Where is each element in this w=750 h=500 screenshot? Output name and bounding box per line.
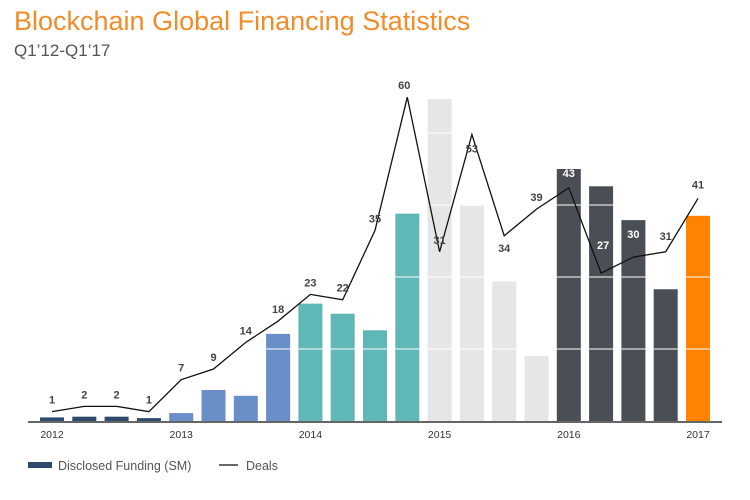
deals-line — [51, 97, 699, 413]
deals-data-label: 14 — [240, 325, 253, 337]
x-tick-label: 2015 — [428, 429, 452, 441]
deals-data-label: 35 — [369, 213, 381, 225]
funding-bar — [201, 390, 226, 421]
chart-title: Blockchain Global Financing Statistics — [14, 6, 471, 36]
funding-bar — [653, 289, 678, 421]
legend-funding-label: Disclosed Funding (SM) — [58, 459, 191, 473]
funding-bar — [104, 416, 129, 421]
funding-bar — [621, 220, 646, 421]
x-tick-label: 2012 — [40, 429, 64, 441]
deals-data-label: 53 — [466, 144, 478, 156]
funding-bar — [395, 213, 420, 421]
deals-data-label: 1 — [49, 395, 55, 407]
deals-data-label: 9 — [210, 352, 216, 364]
deals-data-label: 23 — [304, 277, 316, 289]
funding-bar — [556, 169, 581, 421]
funding-bar — [589, 186, 614, 421]
legend-funding-swatch — [28, 462, 52, 468]
deals-data-label: 34 — [498, 243, 511, 255]
deals-data-label: 30 — [627, 229, 639, 241]
x-tick-label: 2016 — [557, 429, 581, 441]
funding-bar — [298, 303, 323, 421]
deals-data-label: 22 — [337, 283, 349, 295]
deals-data-label: 41 — [692, 179, 704, 191]
funding-bar — [72, 416, 97, 421]
x-tick-label: 2017 — [686, 429, 710, 441]
funding-bar — [266, 333, 291, 421]
deals-data-label: 43 — [563, 168, 575, 180]
funding-bar — [459, 205, 484, 421]
deals-data-label: 1 — [146, 395, 152, 407]
funding-bar — [524, 356, 549, 421]
funding-bar — [136, 418, 161, 421]
deals-data-label: 7 — [178, 363, 184, 375]
deals-data-label: 31 — [660, 231, 672, 243]
funding-bar — [427, 99, 452, 421]
chart-subtitle: Q1’12-Q1’17 — [14, 41, 111, 60]
funding-bar — [363, 330, 387, 421]
deals-data-label: 27 — [597, 240, 609, 252]
funding-bar — [492, 281, 517, 421]
funding-bar — [330, 313, 355, 421]
funding-bar — [233, 395, 258, 421]
legend-deals-label: Deals — [246, 459, 278, 473]
funding-bar — [40, 417, 64, 421]
deals-data-label: 60 — [398, 80, 410, 92]
deals-data-label: 2 — [81, 389, 87, 401]
deals-data-label: 2 — [114, 389, 120, 401]
x-tick-label: 2014 — [299, 429, 323, 441]
deals-data-label: 31 — [433, 235, 445, 247]
x-tick-label: 2013 — [170, 429, 194, 441]
deals-data-label: 39 — [530, 192, 542, 204]
funding-bar — [169, 413, 194, 421]
funding-bar — [686, 215, 710, 421]
deals-data-label: 18 — [272, 304, 284, 316]
